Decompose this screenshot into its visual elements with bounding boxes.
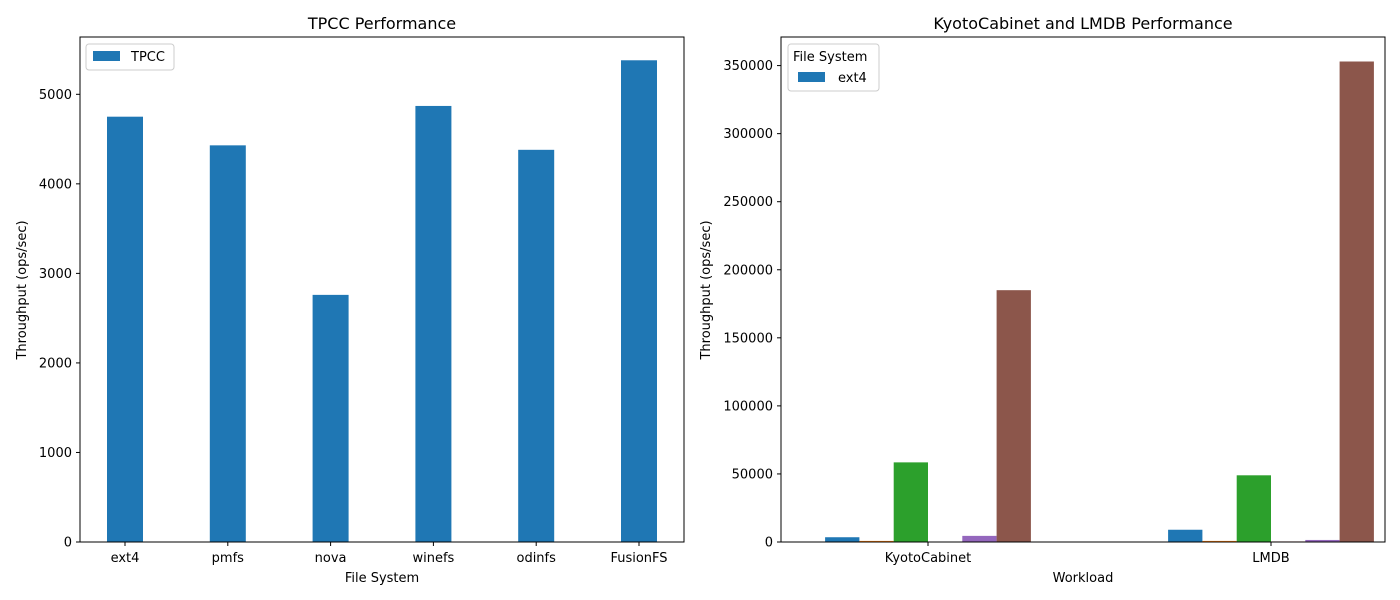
plot-frame (780, 36, 1386, 543)
bar-LMDB-s1 (1202, 540, 1237, 542)
bar-FusionFS (621, 60, 657, 542)
x-axis-ticks: KyotoCabinet LMDB (885, 542, 1290, 566)
chart-title: TPCC Performance (307, 14, 456, 33)
y-tick-label: 350000 (723, 59, 773, 74)
y-tick-label: 250000 (723, 195, 773, 210)
bar-pmfs (209, 145, 246, 542)
y-tick-label: 150000 (723, 331, 773, 346)
legend-label: ext4 (838, 71, 867, 86)
x-tick-label: ext4 (111, 551, 140, 566)
y-tick-label: 0 (765, 536, 773, 551)
bar-winefs (415, 105, 452, 542)
y-axis-label: Throughput (ops/sec) (699, 220, 714, 360)
y-tick-label: 300000 (723, 127, 773, 142)
bar-LMDB-s4 (1305, 539, 1340, 542)
bar-KyotoCabinet-s5 (996, 290, 1031, 542)
bar-odinfs (518, 149, 555, 542)
bar-KyotoCabinet-s0 (825, 537, 860, 542)
bar-KyotoCabinet-s2 (893, 462, 928, 542)
bar-KyotoCabinet-s4 (962, 535, 997, 542)
x-tick-label: nova (315, 551, 347, 566)
legend: File System ext4 (787, 43, 880, 92)
x-axis-label: File System (345, 571, 419, 586)
chart-title: KyotoCabinet and LMDB Performance (933, 14, 1232, 33)
x-tick-label: winefs (412, 551, 454, 566)
y-tick-label: 1000 (39, 446, 72, 461)
kyoto-lmdb-chart: KyotoCabinet and LMDB Performance 0 50000… (699, 14, 1386, 586)
x-tick-label: LMDB (1252, 551, 1289, 566)
bar-LMDB-s0 (1168, 529, 1203, 542)
y-tick-label: 0 (64, 536, 72, 551)
x-tick-label: odinfs (516, 551, 556, 566)
legend: TPCC (85, 43, 175, 71)
legend-title: File System (793, 50, 867, 65)
bar-LMDB-s5 (1339, 61, 1374, 543)
y-tick-label: 3000 (39, 267, 72, 282)
x-tick-label: pmfs (212, 551, 244, 566)
x-axis-ticks: ext4 pmfs nova winefs odinfs FusionFS (111, 542, 668, 566)
tpcc-chart: TPCC Performance 0 1000 2000 3000 4000 5000 e… (15, 14, 685, 586)
legend-swatch (93, 51, 120, 61)
legend-label: TPCC (130, 50, 165, 65)
bar-ext4 (107, 116, 143, 543)
x-axis-label: Workload (1053, 571, 1114, 586)
bar-KyotoCabinet-s1 (859, 540, 894, 542)
y-tick-label: 5000 (39, 88, 72, 103)
plot-frame (79, 36, 685, 543)
legend-swatch (798, 72, 825, 82)
bar-LMDB-s2 (1236, 475, 1271, 542)
bar-group (825, 61, 1374, 543)
legend-frame (85, 43, 175, 71)
y-axis-label: Throughput (ops/sec) (15, 220, 30, 360)
y-axis-ticks: 0 1000 2000 3000 4000 5000 (39, 88, 80, 551)
bar-nova (312, 294, 349, 542)
y-tick-label: 50000 (732, 467, 773, 482)
y-tick-label: 4000 (39, 177, 72, 192)
y-tick-label: 100000 (723, 399, 773, 414)
y-tick-label: 2000 (39, 356, 72, 371)
y-tick-label: 200000 (723, 263, 773, 278)
x-tick-label: FusionFS (610, 551, 667, 566)
bar-group (107, 60, 657, 543)
x-tick-label: KyotoCabinet (885, 551, 972, 566)
y-axis-ticks: 0 50000 100000 150000 200000 250000 300000 3500… (723, 59, 781, 551)
